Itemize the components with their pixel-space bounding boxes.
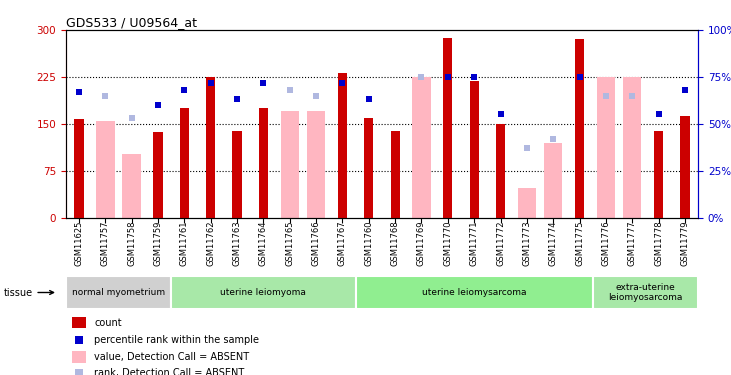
- Text: GSM11768: GSM11768: [390, 220, 400, 266]
- Text: GSM11770: GSM11770: [443, 220, 452, 266]
- Text: tissue: tissue: [3, 288, 53, 297]
- Text: GDS533 / U09564_at: GDS533 / U09564_at: [66, 16, 197, 29]
- Bar: [469, 81, 479, 218]
- Bar: [307, 111, 325, 218]
- Bar: [575, 39, 584, 218]
- Text: percentile rank within the sample: percentile rank within the sample: [94, 335, 260, 345]
- Text: extra-uterine
leiomyosarcoma: extra-uterine leiomyosarcoma: [608, 283, 683, 302]
- Text: uterine leiomysarcoma: uterine leiomysarcoma: [422, 288, 526, 297]
- Text: GSM11778: GSM11778: [654, 220, 663, 266]
- Bar: [681, 116, 689, 218]
- Text: GSM11759: GSM11759: [154, 220, 162, 266]
- Text: uterine leiomyoma: uterine leiomyoma: [221, 288, 306, 297]
- Bar: [355, 276, 593, 309]
- Text: GSM11769: GSM11769: [417, 220, 426, 266]
- Bar: [593, 276, 698, 309]
- Text: normal myometrium: normal myometrium: [72, 288, 165, 297]
- Text: GSM11764: GSM11764: [259, 220, 268, 266]
- Bar: [544, 142, 562, 218]
- Text: rank, Detection Call = ABSENT: rank, Detection Call = ABSENT: [94, 368, 244, 375]
- Bar: [654, 131, 663, 218]
- Bar: [206, 77, 216, 218]
- Bar: [66, 276, 171, 309]
- Bar: [232, 131, 242, 218]
- Text: GSM11776: GSM11776: [602, 220, 610, 266]
- Bar: [72, 351, 86, 363]
- Bar: [518, 188, 536, 218]
- Text: GSM11773: GSM11773: [523, 220, 531, 266]
- Text: GSM11761: GSM11761: [180, 220, 189, 266]
- Bar: [412, 77, 431, 218]
- Text: GSM11766: GSM11766: [311, 220, 321, 266]
- Bar: [338, 72, 347, 217]
- Text: count: count: [94, 318, 122, 327]
- Text: GSM11775: GSM11775: [575, 220, 584, 266]
- Bar: [96, 121, 115, 218]
- Text: GSM11758: GSM11758: [127, 220, 136, 266]
- Text: GSM11777: GSM11777: [628, 220, 637, 266]
- Bar: [281, 111, 299, 218]
- Text: GSM11779: GSM11779: [681, 220, 689, 266]
- Text: GSM11772: GSM11772: [496, 220, 505, 266]
- Bar: [496, 124, 505, 218]
- Bar: [443, 38, 452, 218]
- Text: GSM11765: GSM11765: [285, 220, 295, 266]
- Bar: [259, 108, 268, 218]
- Bar: [154, 132, 162, 218]
- Bar: [623, 77, 642, 218]
- Text: GSM11763: GSM11763: [232, 220, 241, 266]
- Text: GSM11625: GSM11625: [75, 220, 83, 266]
- Text: GSM11762: GSM11762: [206, 220, 215, 266]
- Text: GSM11771: GSM11771: [469, 220, 479, 266]
- Text: GSM11767: GSM11767: [338, 220, 347, 266]
- Text: GSM11760: GSM11760: [364, 220, 374, 266]
- Bar: [364, 117, 374, 218]
- Bar: [390, 131, 400, 218]
- Bar: [180, 108, 189, 218]
- Text: value, Detection Call = ABSENT: value, Detection Call = ABSENT: [94, 352, 249, 362]
- Bar: [171, 276, 355, 309]
- Text: GSM11774: GSM11774: [549, 220, 558, 266]
- Bar: [72, 316, 86, 328]
- Bar: [596, 77, 615, 218]
- Bar: [75, 119, 83, 218]
- Text: GSM11757: GSM11757: [101, 220, 110, 266]
- Bar: [122, 154, 141, 218]
